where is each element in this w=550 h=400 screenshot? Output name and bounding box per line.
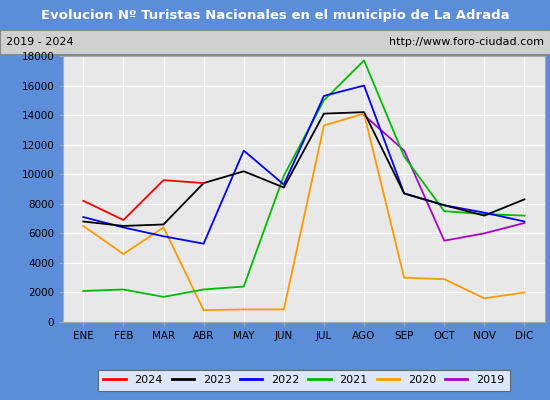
Text: 2019 - 2024: 2019 - 2024	[6, 37, 73, 47]
Text: http://www.foro-ciudad.com: http://www.foro-ciudad.com	[389, 37, 544, 47]
Legend: 2024, 2023, 2022, 2021, 2020, 2019: 2024, 2023, 2022, 2021, 2020, 2019	[98, 370, 510, 391]
Text: Evolucion Nº Turistas Nacionales en el municipio de La Adrada: Evolucion Nº Turistas Nacionales en el m…	[41, 8, 509, 22]
